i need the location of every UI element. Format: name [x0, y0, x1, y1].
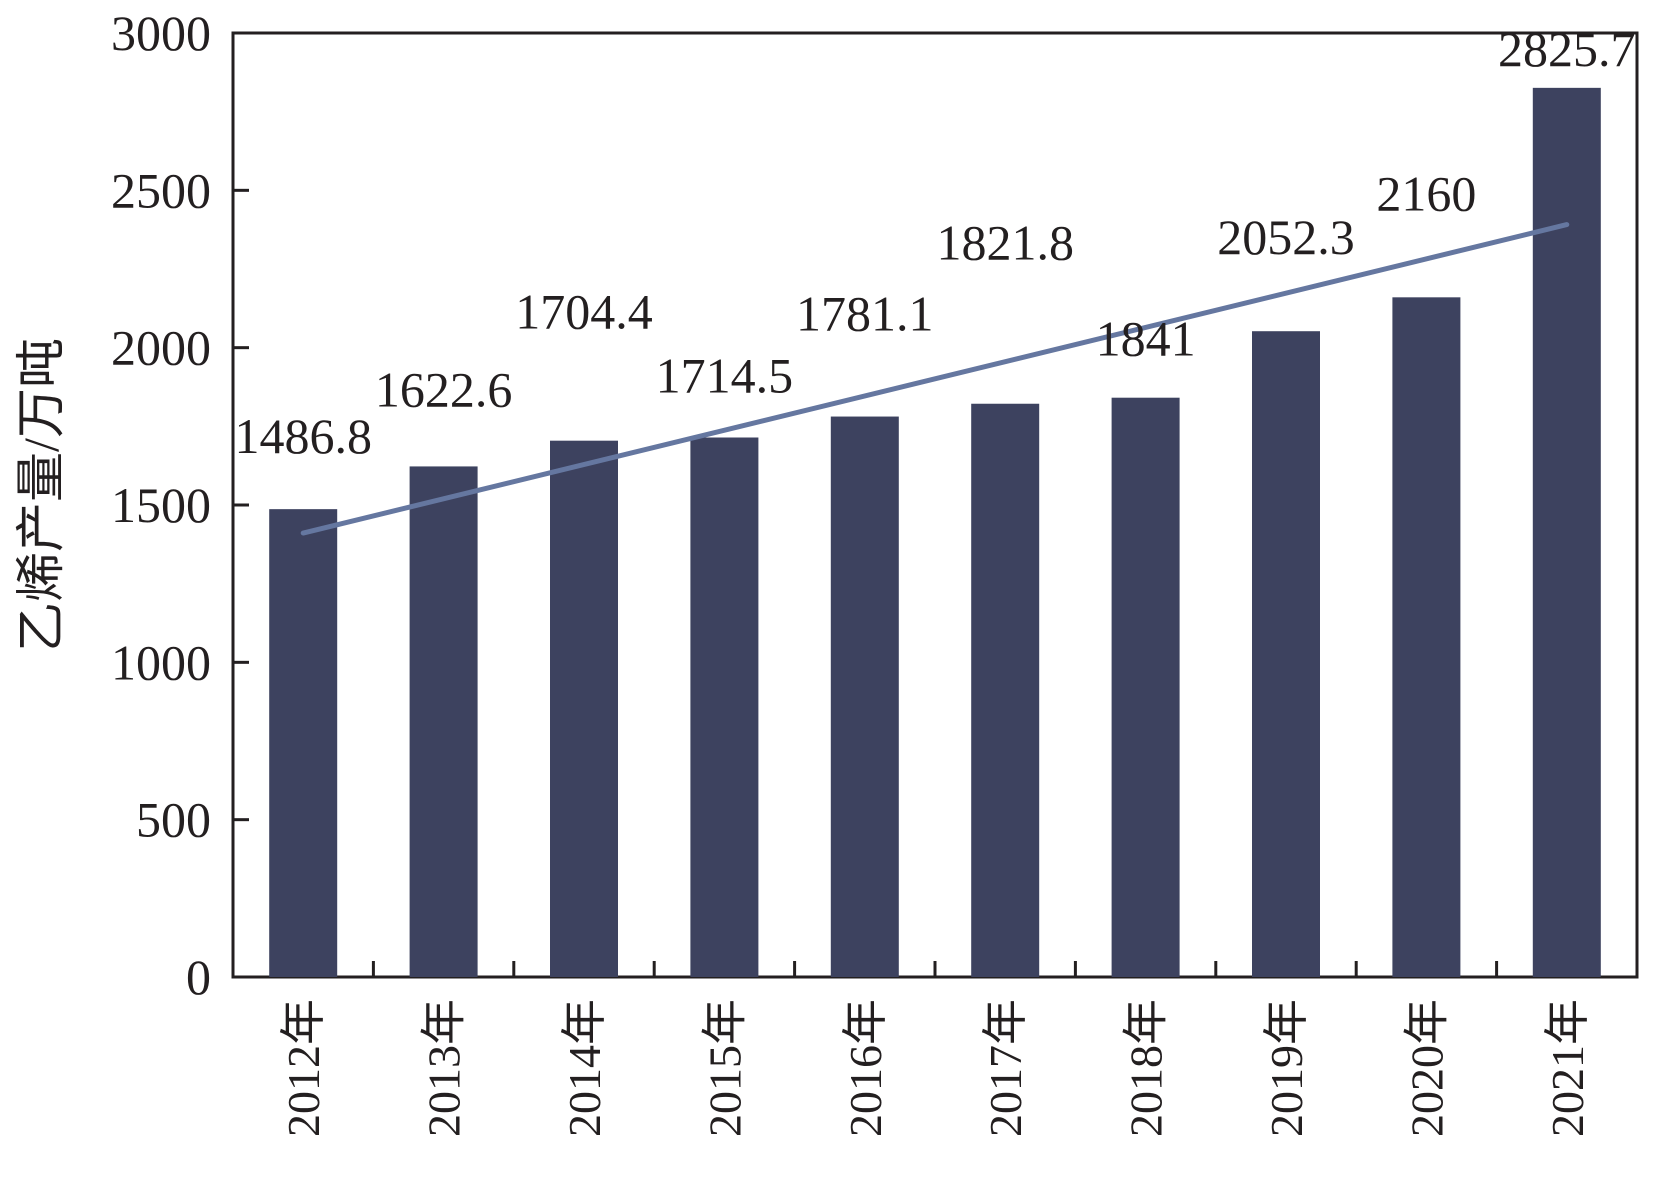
bars — [269, 87, 1601, 978]
y-axis-title: 乙烯产量/万吨 — [13, 338, 69, 652]
x-category-label: 2012年 — [278, 999, 329, 1137]
data-label: 1841 — [1096, 311, 1196, 367]
y-tick-label: 1500 — [111, 477, 211, 533]
bar — [269, 509, 338, 977]
trendline-layer — [300, 222, 1570, 536]
y-tick-label: 3000 — [111, 5, 211, 61]
x-category-label: 2019年 — [1261, 999, 1312, 1137]
data-label: 2825.7 — [1498, 21, 1636, 77]
data-label: 2160 — [1376, 165, 1476, 221]
bar — [971, 403, 1040, 978]
y-tick-label: 1000 — [111, 634, 211, 690]
x-category-label: 2021年 — [1542, 999, 1593, 1137]
x-category-label: 2014年 — [559, 999, 610, 1137]
x-category-label: 2017年 — [980, 999, 1031, 1137]
x-category-label: 2018年 — [1121, 999, 1172, 1137]
y-tick-label: 2500 — [111, 162, 211, 218]
data-label: 1486.8 — [234, 408, 372, 464]
tick-labels: 0 500 1000 1500 2000 2500 3000 2012年 2013年 2014年 2… — [111, 5, 1593, 1137]
x-category-label: 2020年 — [1401, 999, 1452, 1137]
y-tick-label: 500 — [136, 792, 211, 848]
x-category-label: 2016年 — [840, 999, 891, 1137]
bar — [690, 437, 759, 977]
data-label: 1821.8 — [936, 215, 1074, 271]
data-label: 1714.5 — [656, 348, 794, 404]
bar — [409, 466, 478, 977]
x-category-label: 2013年 — [419, 999, 470, 1137]
bar — [1532, 87, 1601, 978]
x-category-label: 2015年 — [699, 999, 750, 1137]
trendline — [300, 222, 1570, 536]
data-label: 1622.6 — [375, 361, 513, 417]
bar — [830, 416, 899, 977]
data-label: 2052.3 — [1217, 209, 1355, 265]
data-label: 1704.4 — [515, 284, 653, 340]
axes — [231, 31, 1639, 979]
bar — [1252, 331, 1320, 977]
y-tick-label: 0 — [186, 949, 211, 1005]
data-label: 1781.1 — [796, 286, 934, 342]
bar — [550, 440, 618, 977]
bar — [1111, 397, 1180, 977]
bar — [1392, 297, 1461, 977]
y-tick-label: 2000 — [111, 320, 211, 376]
